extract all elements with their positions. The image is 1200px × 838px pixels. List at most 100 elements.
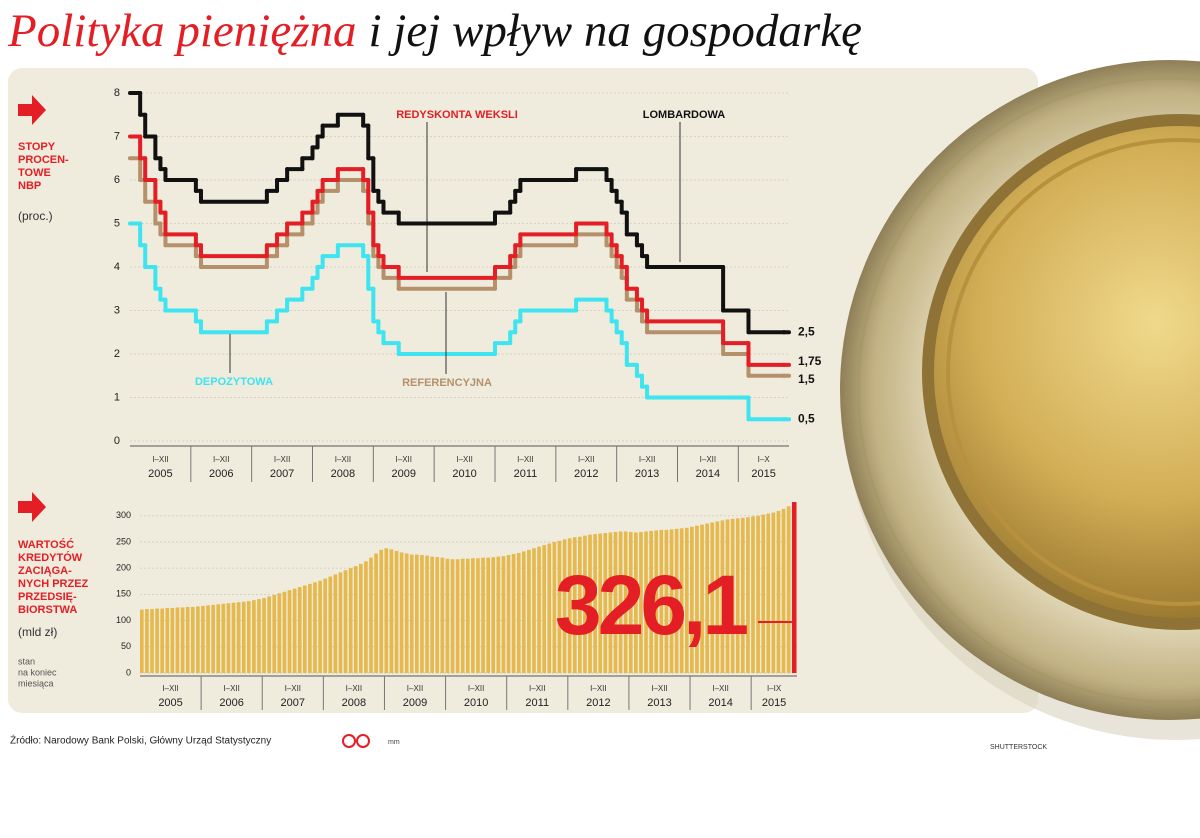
bar xyxy=(506,555,511,673)
bar xyxy=(272,594,277,673)
end-value-label: 0,5 xyxy=(798,411,815,425)
x-period-label: I–XII xyxy=(456,455,472,464)
bar xyxy=(537,546,541,673)
y-tick-label: 4 xyxy=(114,261,120,273)
y-axis-label: BIORSTWA xyxy=(18,604,77,616)
y-tick-label: 5 xyxy=(114,217,120,229)
x-tick-label: 2005 xyxy=(148,468,172,480)
x-tick-label: 2007 xyxy=(281,697,305,709)
y-axis-unit: (mld zł) xyxy=(18,625,57,639)
bar xyxy=(221,603,226,673)
bar xyxy=(379,549,384,673)
bar xyxy=(226,603,231,673)
series-name: DEPOZYTOWA xyxy=(195,376,273,388)
bar xyxy=(318,580,322,673)
title-rest: i jej wpływ na gospodarkę xyxy=(368,5,861,57)
series-name: REFERENCYJNA xyxy=(402,377,492,389)
x-tick-label: 2014 xyxy=(708,697,732,709)
y-axis-label: WARTOŚĆ xyxy=(18,538,74,551)
x-period-label: I–XII xyxy=(335,455,351,464)
x-period-label: I–XII xyxy=(517,455,533,464)
bar xyxy=(465,558,470,673)
coin-core xyxy=(934,126,1200,618)
coin xyxy=(840,60,1200,740)
x-tick-label: 2014 xyxy=(696,468,720,480)
bar xyxy=(639,531,643,673)
y-tick-label: 2 xyxy=(114,348,120,360)
bar xyxy=(766,513,771,673)
logo-ring xyxy=(342,734,356,748)
photo-credit: SHUTTERSTOCK xyxy=(990,744,1047,751)
note: miesiąca xyxy=(18,678,54,688)
end-value-label: 1,75 xyxy=(798,354,822,368)
bar xyxy=(700,524,704,673)
bar xyxy=(644,531,648,673)
x-period-label: I–XII xyxy=(223,684,239,693)
x-period-label: I–XII xyxy=(712,684,728,693)
bar xyxy=(771,512,776,673)
bar xyxy=(287,590,292,673)
bar xyxy=(710,522,715,673)
bar xyxy=(455,559,460,673)
bar xyxy=(394,550,399,673)
bar xyxy=(705,523,709,673)
x-period-label: I–XII xyxy=(285,684,301,693)
x-tick-label: 2006 xyxy=(209,468,233,480)
bar xyxy=(583,535,587,673)
bar xyxy=(634,532,638,673)
x-period-label: I–XII xyxy=(468,684,484,693)
bar xyxy=(695,525,699,673)
bar xyxy=(740,517,745,673)
bar xyxy=(236,602,241,673)
bar xyxy=(358,563,363,673)
bar xyxy=(572,537,577,673)
bar xyxy=(389,549,394,673)
bar xyxy=(313,582,317,673)
y-axis-label: KREDYTÓW xyxy=(18,551,83,564)
x-tick-label: 2010 xyxy=(452,468,476,480)
bar xyxy=(654,530,659,673)
bar xyxy=(257,599,261,673)
x-period-label: I–XII xyxy=(396,455,412,464)
x-tick-label: 2010 xyxy=(464,697,488,709)
x-period-label: I–XII xyxy=(274,455,290,464)
bar xyxy=(557,540,562,673)
bar xyxy=(267,596,272,673)
bar xyxy=(618,531,623,673)
y-tick-label: 3 xyxy=(114,304,120,316)
bar xyxy=(399,552,404,673)
bar xyxy=(155,608,159,673)
bar xyxy=(216,604,221,673)
x-period-label: I–XII xyxy=(590,684,606,693)
bar xyxy=(776,511,781,673)
bar xyxy=(150,609,154,673)
bar xyxy=(608,532,613,673)
bar xyxy=(440,557,445,673)
panel xyxy=(8,68,1038,713)
bar xyxy=(781,508,786,673)
title: Polityka pieniężna i jej wpływ na gospoda… xyxy=(7,5,862,57)
bar xyxy=(185,606,190,673)
bar xyxy=(175,607,180,673)
bar xyxy=(333,574,338,673)
bar xyxy=(374,553,378,673)
x-tick-label: 2008 xyxy=(342,697,366,709)
bar xyxy=(231,602,236,673)
bar xyxy=(720,520,725,673)
y-axis-label: NBP xyxy=(18,180,41,192)
bar xyxy=(404,553,409,673)
bar xyxy=(516,552,521,673)
note: na koniec xyxy=(18,667,57,677)
x-tick-label: 2006 xyxy=(219,697,243,709)
bar xyxy=(297,587,302,673)
y-axis-label: ZACIĄGA- xyxy=(18,565,72,577)
bar xyxy=(420,555,424,673)
bar xyxy=(348,568,353,673)
bar xyxy=(343,570,348,673)
bar xyxy=(725,519,730,673)
bar xyxy=(262,598,266,673)
y-axis-label: NYCH PRZEZ xyxy=(18,578,89,590)
bar xyxy=(369,557,373,673)
